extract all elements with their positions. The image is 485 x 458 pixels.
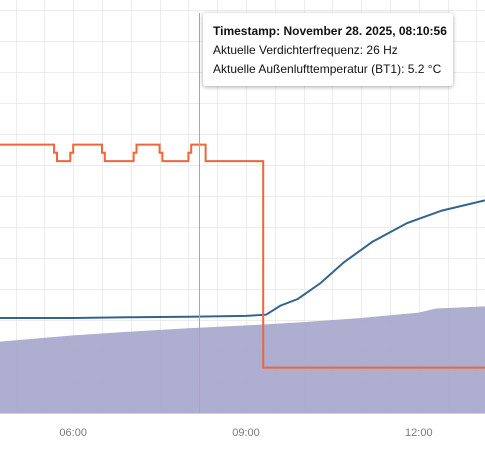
tooltip-compressor-frequency: Aktuelle Verdichterfrequenz: 26 Hz bbox=[213, 43, 398, 57]
x-tick-label: 09:00 bbox=[232, 427, 260, 439]
x-axis-ticks: 06:00 09:00 12:00 bbox=[59, 427, 432, 439]
hover-tooltip: Timestamp: November 28. 2025, 08:10:56 A… bbox=[203, 13, 453, 86]
series-line bbox=[0, 199, 485, 319]
tooltip-timestamp: Timestamp: November 28. 2025, 08:10:56 bbox=[213, 24, 447, 38]
tooltip-outdoor-temperature: Aktuelle Außenlufttemperatur (BT1): 5.2 … bbox=[213, 62, 442, 76]
series-area bbox=[0, 306, 485, 413]
x-tick-label: 06:00 bbox=[59, 427, 87, 439]
series-step bbox=[0, 143, 485, 369]
x-tick-label: 12:00 bbox=[405, 427, 433, 439]
